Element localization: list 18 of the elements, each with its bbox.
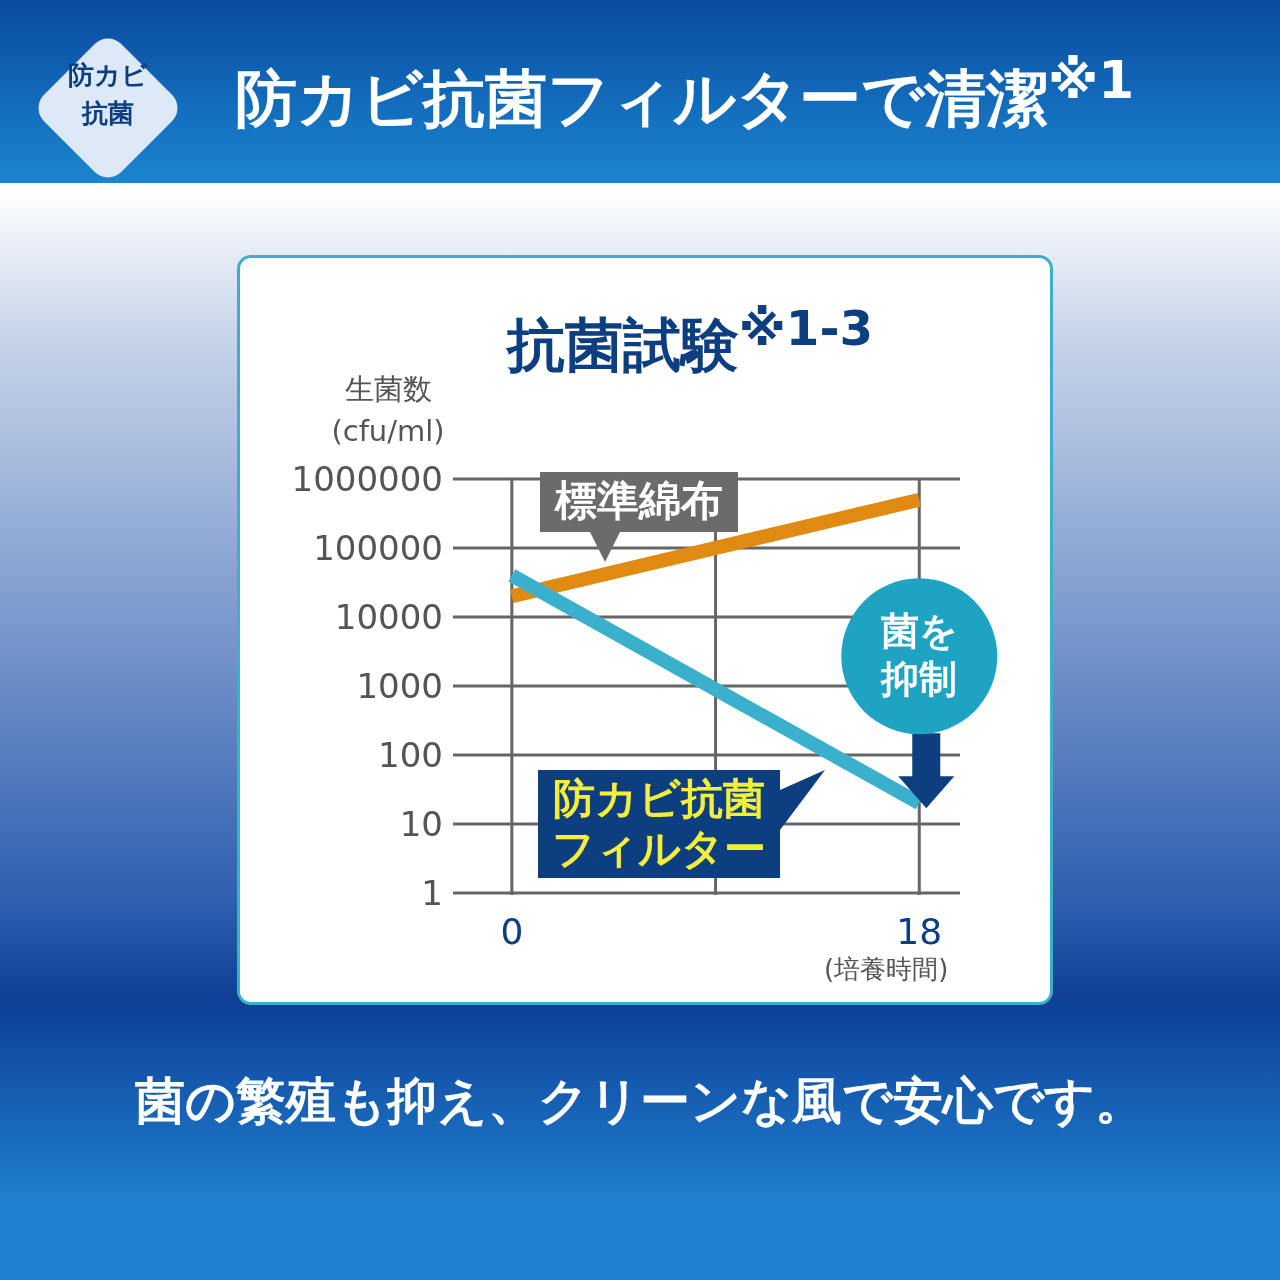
- y-tick-label: 1: [421, 873, 443, 913]
- annotation: 菌を抑制: [879, 608, 959, 703]
- x-tick-label: 18: [896, 911, 943, 952]
- y-tick-label: 1000: [356, 666, 443, 706]
- text: 菌の繁殖も抑え、クリーンな風で安心です。: [134, 1071, 1146, 1132]
- series-label: 標準綿布: [553, 476, 724, 527]
- y-tick-label: 100: [378, 735, 443, 775]
- x-tick-label: 0: [500, 911, 524, 952]
- y-tick-label: 1000000: [291, 459, 443, 499]
- series-label: 防カビ抗菌フィルター: [551, 774, 767, 875]
- chart-subtitle: 抗菌試験$^{※1-3}$: [505, 300, 875, 382]
- x-axis-title: (培養時間): [824, 954, 949, 984]
- chart-title: 防カビ抗菌フィルターで清潔$^{※1}$: [235, 50, 1136, 137]
- y-tick-label: 10000: [334, 597, 443, 637]
- y-axis-title: 生菌数 (cfu/ml): [330, 371, 446, 451]
- text: 防カビ抗菌: [67, 59, 149, 130]
- y-tick-label: 100000: [313, 528, 443, 568]
- y-tick-label: 10: [399, 804, 443, 844]
